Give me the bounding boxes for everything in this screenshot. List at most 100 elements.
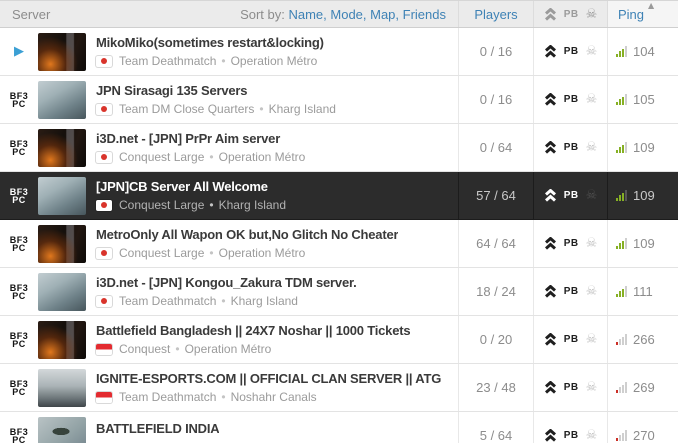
server-flags: PB ☠	[533, 124, 607, 171]
server-row[interactable]: ▶ BF3 PC MetroOnly All Wapon OK but,No G…	[0, 220, 678, 268]
server-flags: PB ☠	[533, 364, 607, 411]
country-flag-icon	[96, 343, 112, 355]
map-thumbnail	[38, 272, 86, 311]
game-mode: Conquest Large	[119, 198, 205, 212]
map-name: Operation Métro	[230, 54, 318, 68]
map-name: Operation Métro	[218, 150, 306, 164]
subtitle-separator: •	[209, 150, 214, 164]
server-row[interactable]: ▶ BF3 PC MikoMiko(sometimes restart&lock…	[0, 28, 678, 76]
sort-links[interactable]: Name, Mode, Map, Friends	[288, 6, 446, 22]
subtitle-separator: •	[259, 102, 264, 116]
map-name: Kharg Island	[268, 102, 336, 116]
hardcore-skull-icon: ☠	[585, 140, 598, 155]
subtitle-separator: •	[175, 342, 180, 356]
row-gutter: ▶ BF3 PC	[0, 427, 38, 443]
punkbuster-icon: PB	[563, 46, 579, 57]
row-gutter: ▶ BF3 PC	[0, 187, 38, 204]
ping-signal-icon	[616, 190, 627, 201]
subtitle-separator: •	[221, 54, 226, 68]
server-name: Battlefield Bangladesh || 24X7 Noshar ||…	[96, 323, 411, 338]
punkbuster-icon: PB	[563, 94, 579, 105]
subtitle-separator: •	[221, 390, 226, 404]
server-flags: PB ☠	[533, 412, 607, 443]
punkbuster-icon: PB	[563, 142, 579, 153]
punkbuster-icon: PB	[563, 8, 579, 20]
players-count: 5 / 64	[458, 412, 533, 443]
ping-value: 109	[633, 140, 655, 155]
server-name: MetroOnly All Wapon OK but,No Glitch No …	[96, 227, 399, 242]
subtitle-separator: •	[221, 294, 226, 308]
server-row[interactable]: ▶ BF3 PC i3D.net - [JPN] PrPr Aim server…	[0, 124, 678, 172]
game-mode: Team DM Close Quarters	[119, 102, 255, 116]
ping-signal-icon	[616, 286, 627, 297]
server-list: ▶ BF3 PC MikoMiko(sometimes restart&lock…	[0, 28, 678, 443]
server-row[interactable]: ▶ BF3 PC i3D.net - [JPN] Kongou_Zakura T…	[0, 268, 678, 316]
server-row[interactable]: ▶ BF3 PC JPN Sirasagi 135 Servers Team D…	[0, 76, 678, 124]
ping-signal-icon	[616, 430, 627, 441]
hardcore-skull-icon: ☠	[585, 92, 598, 107]
server-info: i3D.net - [JPN] Kongou_Zakura TDM server…	[96, 275, 357, 308]
server-cell: ▶ BF3 PC JPN Sirasagi 135 Servers Team D…	[0, 76, 458, 123]
row-gutter: ▶ BF3 PC	[0, 283, 38, 300]
ping-signal-icon	[616, 382, 627, 393]
row-gutter: ▶ BF3 PC	[0, 330, 38, 349]
server-subtitle: Team Deathmatch • Kharg Island	[96, 294, 357, 308]
hardcore-skull-icon: ☠	[585, 284, 598, 299]
ping-value: 109	[633, 188, 655, 203]
ping-value: 269	[633, 380, 655, 395]
ping-column-header[interactable]: Ping ▲	[607, 1, 678, 27]
ping-cell: 105	[607, 76, 678, 123]
server-subtitle: Conquest Large • Operation Métro	[96, 246, 398, 260]
server-row[interactable]: ▶ BF3 PC IGNITE-ESPORTS.COM || OFFICIAL …	[0, 364, 678, 412]
server-list-header: Server Sort by: Name, Mode, Map, Friends…	[0, 0, 678, 28]
hardcore-skull-icon: ☠	[585, 428, 598, 443]
server-info: Battlefield Bangladesh || 24X7 Noshar ||…	[96, 323, 410, 356]
ping-value: 111	[633, 284, 653, 299]
ping-cell: 109	[607, 124, 678, 171]
ping-value: 104	[633, 44, 655, 59]
bf3-pc-badge: BF3 PC	[9, 90, 29, 109]
server-cell: ▶ BF3 PC [JPN]CB Server All Welcome Conq…	[0, 172, 458, 219]
server-row[interactable]: ▶ BF3 PC Battlefield Bangladesh || 24X7 …	[0, 316, 678, 364]
subtitle-separator: •	[209, 246, 214, 260]
server-subtitle: •	[96, 440, 219, 443]
map-thumbnail	[38, 224, 86, 263]
bf3-pc-badge: BF3 PC	[9, 378, 29, 397]
sort-by-label: Sort by:	[240, 6, 285, 22]
map-thumbnail	[38, 320, 86, 359]
ping-value: 270	[633, 428, 655, 443]
ping-cell: 269	[607, 364, 678, 411]
server-flags: PB ☠	[533, 76, 607, 123]
players-count: 57 / 64	[458, 172, 533, 219]
flags-column-header: PB ☠	[533, 1, 607, 27]
country-flag-icon	[96, 103, 112, 115]
hardcore-skull-icon: ☠	[585, 236, 598, 251]
server-info: JPN Sirasagi 135 Servers Team DM Close Q…	[96, 83, 336, 116]
subtitle-separator: •	[209, 198, 214, 212]
bf3-pc-badge: BF3 PC	[9, 330, 29, 349]
server-row[interactable]: ▶ BF3 PC [JPN]CB Server All Welcome Conq…	[0, 172, 678, 220]
players-count: 18 / 24	[458, 268, 533, 315]
punkbuster-icon: PB	[563, 286, 579, 297]
play-icon[interactable]: ▶	[14, 44, 24, 59]
map-thumbnail	[38, 32, 86, 71]
ranked-icon	[544, 285, 556, 298]
ranked-icon	[544, 7, 556, 21]
server-row[interactable]: ▶ BF3 PC BATTLEFIELD INDIA • 5 / 64 PB	[0, 412, 678, 443]
server-info: IGNITE-ESPORTS.COM || OFFICIAL CLAN SERV…	[96, 371, 441, 404]
ranked-icon	[544, 93, 556, 106]
map-thumbnail	[38, 80, 86, 119]
sort-ascending-icon: ▲	[648, 1, 655, 10]
server-subtitle: Conquest • Operation Métro	[96, 342, 410, 356]
hardcore-skull-icon: ☠	[585, 188, 598, 203]
players-count: 0 / 20	[458, 316, 533, 363]
server-name: [JPN]CB Server All Welcome	[96, 179, 268, 194]
game-mode: Team Deathmatch	[119, 54, 217, 68]
game-mode: Team Deathmatch	[119, 390, 217, 404]
server-cell: ▶ BF3 PC MikoMiko(sometimes restart&lock…	[0, 28, 458, 75]
row-gutter: ▶ BF3 PC	[0, 90, 38, 109]
map-name: Operation Métro	[184, 342, 272, 356]
players-column-header[interactable]: Players	[458, 1, 533, 27]
ping-signal-icon	[616, 94, 627, 105]
players-count: 0 / 64	[458, 124, 533, 171]
